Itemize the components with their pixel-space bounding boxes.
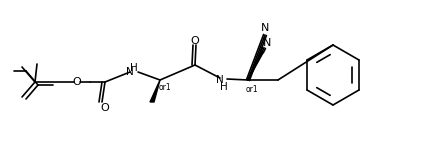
Text: N: N — [216, 75, 224, 85]
Text: N: N — [261, 23, 269, 33]
Text: or1: or1 — [159, 83, 171, 92]
Text: N: N — [263, 38, 271, 48]
Text: O: O — [73, 77, 81, 87]
Text: H: H — [130, 63, 138, 73]
Polygon shape — [150, 80, 160, 102]
Text: O: O — [100, 103, 109, 113]
Text: N: N — [126, 67, 134, 77]
Text: O: O — [191, 36, 199, 46]
Polygon shape — [248, 52, 263, 80]
Text: or1: or1 — [245, 85, 258, 94]
Text: H: H — [220, 82, 228, 92]
